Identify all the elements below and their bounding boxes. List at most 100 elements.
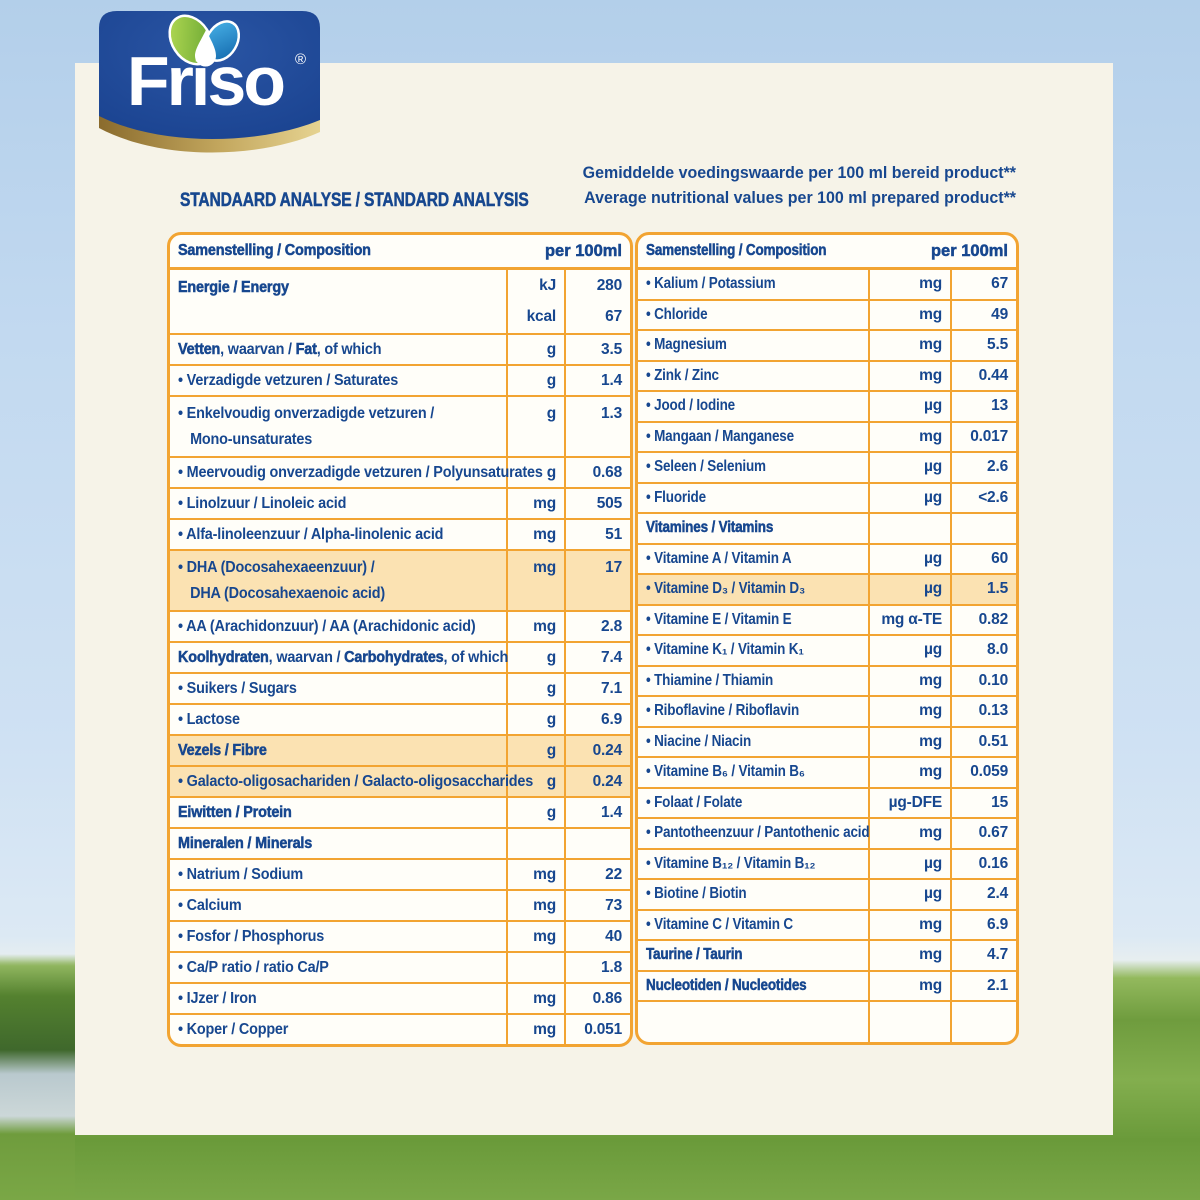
nutrient-label: • Calcium: [178, 896, 242, 914]
value-cell: 4.7: [987, 946, 1008, 964]
table-row: • Biotine / Biotin µg 2.4: [638, 878, 1016, 909]
table-row: Mineralen / Minerals: [170, 827, 630, 858]
nutrient-label: • Mangaan / Manganese: [646, 427, 794, 445]
table-row: Koolhydraten, waarvan / Carbohydrates, o…: [170, 641, 630, 672]
table-row: • Suikers / Sugars g 7.1: [170, 672, 630, 703]
value-cell: 0.86: [592, 989, 623, 1007]
unit-cell: mg: [506, 891, 566, 920]
table-row: • Thiamine / Thiamin mg 0.10: [638, 664, 1016, 695]
unit-cell: kJ kcal: [506, 270, 566, 333]
unit-cell: mg: [868, 300, 952, 329]
friso-wordmark: Friso: [127, 42, 284, 120]
table-row: Eiwitten / Protein g 1.4: [170, 796, 630, 827]
unit-cell: g: [506, 705, 566, 734]
unit-cell: µg: [868, 544, 952, 573]
nutrient-label: • Galacto-oligosachariden / Galacto-olig…: [178, 772, 534, 790]
value-cell: 0.82: [978, 610, 1009, 628]
table-row: • Vitamine D₃ / Vitamin D₃ µg 1.5: [638, 573, 1016, 604]
note-line-dutch: Gemiddelde voedingswaarde per 100 ml ber…: [582, 163, 1016, 182]
table-row: • Ca/P ratio / ratio Ca/P 1.8: [170, 951, 630, 982]
table-row: Vezels / Fibre g 0.24: [170, 734, 630, 765]
nutrient-label: • Natrium / Sodium: [178, 865, 304, 883]
logo-gold-swoosh: [99, 114, 320, 153]
value-cell: [566, 829, 630, 858]
nutrient-label: • Magnesium: [646, 336, 727, 354]
unit-cell: mg: [506, 922, 566, 951]
nutrient-label: • Vitamine A / Vitamin A: [646, 549, 792, 567]
table-row: Vitamines / Vitamins: [638, 512, 1016, 543]
value-cell: 505: [596, 494, 622, 512]
table-row: • Linolzuur / Linoleic acid mg 505: [170, 487, 630, 518]
nutrient-label: • Riboflavine / Riboflavin: [646, 702, 800, 720]
unit-cell: [868, 1002, 952, 1042]
nutrient-label: • Lactose: [178, 710, 240, 728]
composition-header: Samenstelling / Composition: [178, 242, 371, 260]
value-cell: 49: [991, 305, 1008, 323]
unit-cell: mg α-TE: [868, 605, 952, 634]
nutrient-label: • Alfa-linoleenzuur / Alpha-linolenic ac…: [178, 525, 444, 543]
value-cell: 0.24: [592, 741, 623, 759]
unit-cell: µg: [868, 849, 952, 878]
table-row: • Vitamine K₁ / Vitamin K₁ µg 8.0: [638, 634, 1016, 665]
table-row: • Lactose g 6.9: [170, 703, 630, 734]
per-100ml-header: per 100ml: [544, 241, 623, 260]
nutrient-label: • Vitamine K₁ / Vitamin K₁: [646, 641, 804, 659]
value-cell: 2.8: [601, 617, 622, 635]
unit-cell: [868, 514, 952, 543]
value-cell: 67: [991, 275, 1008, 293]
nutrient-label: Nucleotiden / Nucleotides: [646, 976, 807, 995]
nutrient-label: • Thiamine / Thiamin: [646, 671, 774, 689]
note-line-english: Average nutritional values per 100 ml pr…: [584, 188, 1016, 207]
nutrition-table-left: Samenstelling / Composition per 100ml Ener…: [167, 232, 633, 1047]
value-cell: 22: [605, 865, 622, 883]
unit-cell: mg: [868, 971, 952, 1000]
value-cell: 0.13: [978, 702, 1009, 720]
table-row: • Vitamine A / Vitamin A µg 60: [638, 542, 1016, 573]
nutrient-label: • DHA (Docosahexaeenzuur) / DHA (Docosahe…: [178, 558, 385, 602]
table-row: Energie / Energy kJ kcal 280 67: [170, 270, 630, 333]
unit-cell: g: [506, 674, 566, 703]
friso-logo: Friso ®: [93, 4, 326, 160]
nutrient-label: • Niacine / Niacin: [646, 732, 752, 750]
nutrient-label: • AA (Arachidonzuur) / AA (Arachidonic a…: [178, 617, 476, 635]
unit-cell: mg: [868, 361, 952, 390]
value-cell: 0.051: [584, 1020, 622, 1038]
table-row: • IJzer / Iron mg 0.86: [170, 982, 630, 1013]
table-row: • Riboflavine / Riboflavin mg 0.13: [638, 695, 1016, 726]
value-cell: 2.1: [987, 976, 1008, 994]
nutrient-label: • Pantotheenzuur / Pantothenic acid: [646, 824, 870, 842]
table-row: • Niacine / Niacin mg 0.51: [638, 725, 1016, 756]
value-cell: 40: [605, 927, 622, 945]
table-row: • Mangaan / Manganese mg 0.017: [638, 420, 1016, 451]
nutrition-table-right: Samenstelling / Composition per 100ml • Ka…: [635, 232, 1019, 1045]
value-cell: 0.10: [978, 671, 1009, 689]
nutrient-label: Mineralen / Minerals: [178, 834, 313, 852]
table-row: • AA (Arachidonzuur) / AA (Arachidonic a…: [170, 610, 630, 641]
nutrient-label: • Fosfor / Phosphorus: [178, 927, 325, 945]
table-row: • Enkelvoudig onverzadigde vetzuren / Mon…: [170, 395, 630, 456]
value-cell: 1.4: [601, 803, 622, 821]
unit-cell: mg: [868, 697, 952, 726]
value-cell: 0.68: [592, 463, 623, 481]
table-row: • Fosfor / Phosphorus mg 40: [170, 920, 630, 951]
table-row: • Vitamine B₁₂ / Vitamin B₁₂ µg 0.16: [638, 847, 1016, 878]
value-cell: 6.9: [987, 915, 1008, 933]
value-cell: 13: [991, 397, 1008, 415]
table-row: • Folaat / Folate µg-DFE 15: [638, 786, 1016, 817]
nutrient-label: Vetten, waarvan / Fat, of which: [178, 340, 382, 358]
nutrient-label: Vitamines / Vitamins: [646, 519, 774, 537]
value-cell: 0.44: [978, 366, 1009, 384]
nutrient-label: • Verzadigde vetzuren / Saturates: [178, 371, 399, 389]
nutrient-label: • Vitamine E / Vitamin E: [646, 610, 792, 628]
average-values-note: Gemiddelde voedingswaarde per 100 ml ber…: [555, 160, 1016, 210]
value-cell: [952, 1002, 1016, 1042]
unit-cell: mg: [868, 819, 952, 848]
table-row: • Vitamine B₆ / Vitamin B₆ mg 0.059: [638, 756, 1016, 787]
unit-cell: µg-DFE: [868, 788, 952, 817]
table-row: • Jood / Iodine µg 13: [638, 390, 1016, 421]
unit-cell: mg: [868, 910, 952, 939]
value-cell: 0.059: [970, 763, 1008, 781]
unit-cell: g: [506, 335, 566, 364]
nutrient-label: • Seleen / Selenium: [646, 458, 766, 476]
nutrient-label: [638, 1002, 868, 1042]
